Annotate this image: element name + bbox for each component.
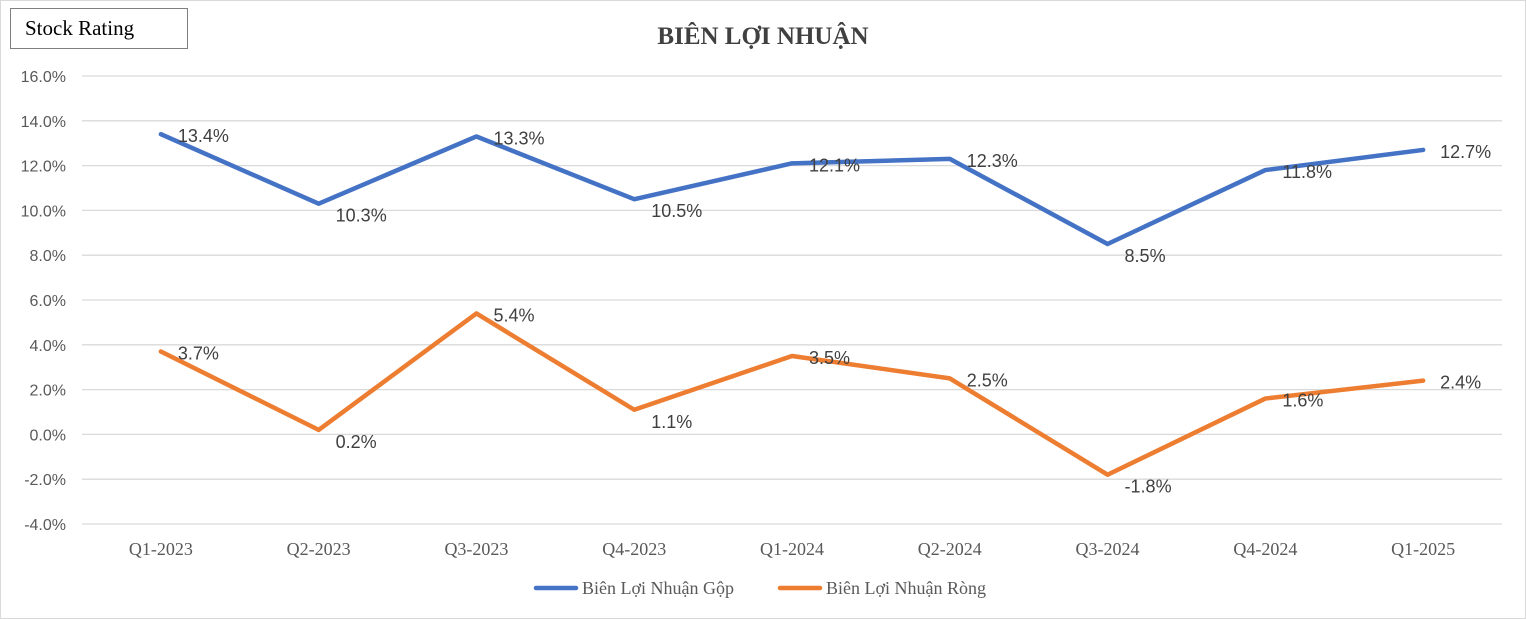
legend: Biên Lợi Nhuận Gộp Biên Lợi Nhuận Ròng bbox=[533, 578, 986, 598]
data-label: 10.5% bbox=[651, 201, 702, 221]
y-tick-label: -4.0% bbox=[24, 517, 66, 534]
data-point bbox=[1263, 168, 1268, 173]
gridlines bbox=[82, 75, 1502, 525]
data-label: 5.4% bbox=[493, 305, 534, 325]
data-label: -1.8% bbox=[1125, 477, 1172, 497]
data-label: 11.8% bbox=[1282, 162, 1332, 182]
x-tick-label: Q3-2023 bbox=[444, 539, 508, 559]
y-tick-label: 12.0% bbox=[21, 159, 66, 176]
data-point bbox=[1421, 147, 1426, 152]
data-point bbox=[1105, 472, 1110, 477]
x-tick-label: Q4-2023 bbox=[602, 539, 666, 559]
data-label: 0.2% bbox=[336, 432, 377, 452]
y-tick-label: 14.0% bbox=[21, 114, 66, 131]
data-point bbox=[1421, 378, 1426, 383]
x-tick-label: Q1-2025 bbox=[1391, 539, 1455, 559]
data-label: 12.3% bbox=[967, 151, 1018, 171]
y-tick-label: -2.0% bbox=[24, 472, 66, 489]
data-point bbox=[474, 311, 479, 316]
y-tick-label: 8.0% bbox=[30, 248, 66, 265]
data-point bbox=[947, 376, 952, 381]
data-label: 1.1% bbox=[651, 412, 692, 432]
data-point bbox=[1105, 242, 1110, 246]
legend-label: Biên Lợi Nhuận Ròng bbox=[826, 578, 986, 598]
data-point bbox=[158, 349, 163, 354]
stock-rating-label: Stock Rating bbox=[25, 16, 135, 40]
data-point bbox=[632, 407, 637, 412]
data-point bbox=[474, 134, 479, 139]
data-label: 3.5% bbox=[809, 348, 850, 368]
data-point bbox=[1263, 396, 1268, 401]
x-tick-label: Q2-2024 bbox=[918, 539, 982, 559]
chart-title: BIÊN LỢI NHUẬN bbox=[657, 22, 868, 50]
data-point bbox=[316, 427, 321, 432]
y-axis: -4.0% -2.0% 0.0% 2.0% 4.0% 6.0% 8.0% 10.0% 12.0%… bbox=[21, 69, 66, 534]
data-label: 3.7% bbox=[178, 344, 219, 364]
data-point bbox=[790, 161, 794, 166]
data-label: 13.4% bbox=[178, 126, 229, 146]
data-label: 10.3% bbox=[336, 206, 387, 226]
y-tick-label: 0.0% bbox=[30, 427, 66, 444]
x-axis: Q1-2023 Q2-2023 Q3-2023 Q4-2023 Q1-2024 Q2-20… bbox=[129, 539, 1455, 559]
x-tick-label: Q2-2023 bbox=[287, 539, 351, 559]
data-point bbox=[158, 132, 163, 137]
x-tick-label: Q1-2023 bbox=[129, 539, 193, 559]
data-point bbox=[947, 156, 952, 161]
series-line-1 bbox=[158, 131, 1426, 247]
data-label: 13.3% bbox=[493, 128, 544, 148]
y-tick-label: 16.0% bbox=[21, 69, 66, 86]
x-tick-label: Q3-2024 bbox=[1076, 539, 1140, 559]
data-label: 12.7% bbox=[1440, 142, 1491, 162]
data-point bbox=[790, 354, 794, 358]
stock-rating-badge: Stock Rating bbox=[10, 8, 188, 49]
data-label: 1.6% bbox=[1282, 391, 1323, 411]
y-tick-label: 2.0% bbox=[30, 383, 66, 400]
data-label: 8.5% bbox=[1125, 246, 1166, 266]
data-label: 12.1% bbox=[809, 155, 860, 175]
data-point bbox=[632, 197, 637, 202]
data-label: 2.4% bbox=[1440, 373, 1481, 393]
series-lines bbox=[158, 131, 1426, 477]
y-tick-label: 6.0% bbox=[30, 293, 66, 310]
data-label: 2.5% bbox=[967, 370, 1008, 390]
x-tick-label: Q1-2024 bbox=[760, 539, 824, 559]
y-tick-label: 4.0% bbox=[30, 338, 66, 355]
x-tick-label: Q4-2024 bbox=[1233, 539, 1297, 559]
y-tick-label: 10.0% bbox=[21, 203, 66, 220]
data-labels: 13.4% 10.3% 13.3% 10.5% 12.1% 12.3% 8.5% 11.8% 1… bbox=[178, 126, 1491, 496]
data-point bbox=[316, 201, 321, 206]
legend-label: Biên Lợi Nhuận Gộp bbox=[582, 578, 734, 598]
